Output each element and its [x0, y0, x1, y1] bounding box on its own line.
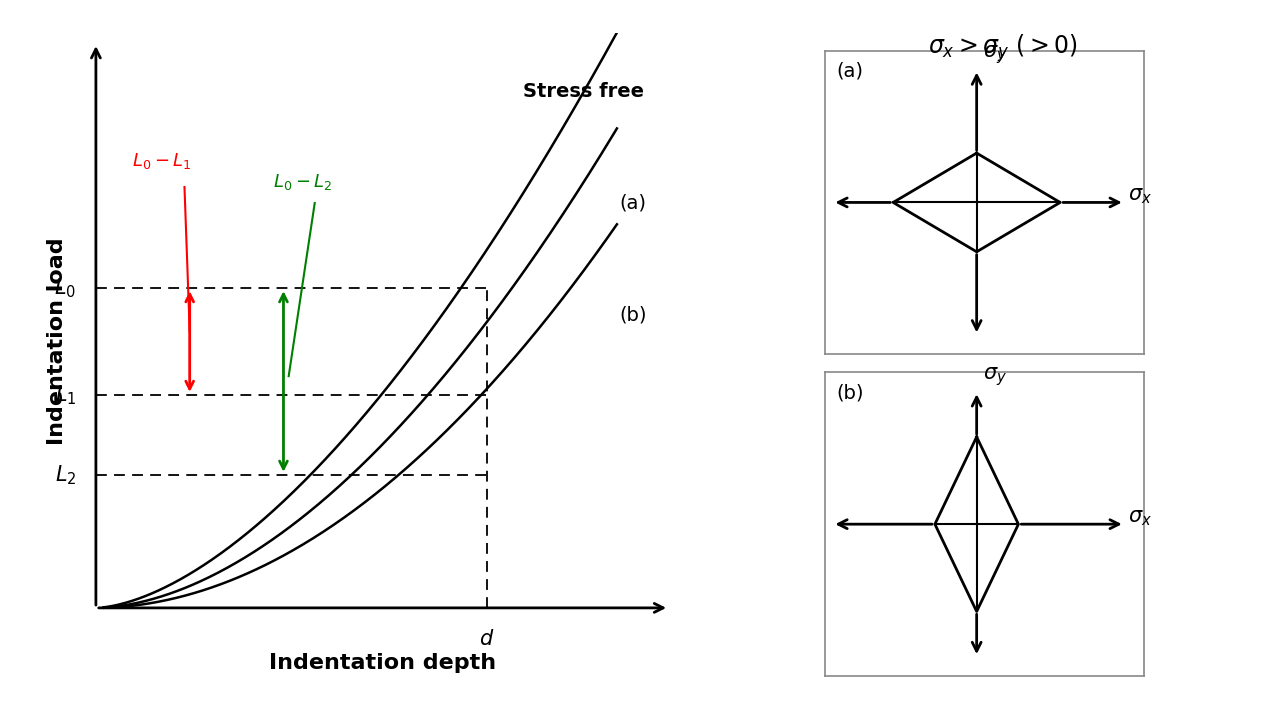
- Text: (a): (a): [836, 62, 864, 81]
- Text: Indentation depth: Indentation depth: [269, 653, 497, 673]
- Text: $L_0 - L_2$: $L_0 - L_2$: [273, 172, 333, 192]
- Text: (b): (b): [836, 384, 864, 403]
- Text: $L_1$: $L_1$: [55, 383, 76, 406]
- Text: Indentation load: Indentation load: [47, 238, 67, 445]
- Text: (a): (a): [620, 194, 646, 213]
- Text: $\sigma_x > \sigma_y\ (>0)$: $\sigma_x > \sigma_y\ (>0)$: [928, 33, 1078, 64]
- Text: $L_0$: $L_0$: [55, 276, 76, 300]
- Text: $\sigma_y$: $\sigma_y$: [983, 364, 1007, 388]
- Text: $L_2$: $L_2$: [55, 463, 76, 487]
- Text: (b): (b): [620, 305, 646, 325]
- Text: $\sigma_x$: $\sigma_x$: [1129, 187, 1152, 206]
- Text: $L_0 - L_1$: $L_0 - L_1$: [132, 151, 192, 171]
- Text: Stress free: Stress free: [523, 82, 644, 100]
- Text: $\sigma_x$: $\sigma_x$: [1129, 508, 1152, 528]
- Text: $\sigma_y$: $\sigma_y$: [983, 43, 1007, 66]
- Text: $d$: $d$: [479, 629, 494, 649]
